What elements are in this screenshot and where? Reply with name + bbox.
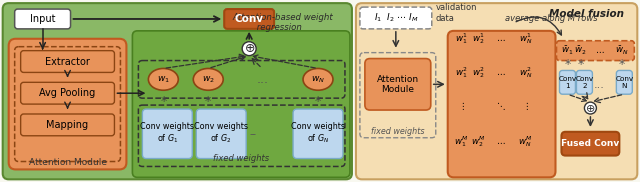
Text: $\oplus$: $\oplus$ (585, 103, 596, 114)
Text: $I_1\ \ I_2\ \cdots\ I_M$: $I_1\ \ I_2\ \cdots\ I_M$ (374, 12, 418, 24)
Text: Conv: Conv (235, 14, 264, 24)
FancyBboxPatch shape (20, 51, 115, 72)
Text: $w_N^1$: $w_N^1$ (519, 31, 532, 46)
Text: $w_N$: $w_N$ (311, 74, 325, 85)
Text: $w_1^M$: $w_1^M$ (454, 134, 469, 149)
Text: Mapping: Mapping (47, 120, 88, 130)
FancyBboxPatch shape (3, 3, 352, 179)
Text: validation
data: validation data (436, 3, 477, 23)
Text: Attention
Module: Attention Module (377, 75, 419, 94)
FancyBboxPatch shape (15, 9, 70, 29)
Text: $w_N^2$: $w_N^2$ (519, 65, 532, 80)
Circle shape (584, 102, 596, 114)
Circle shape (242, 42, 256, 56)
Text: fixed weights: fixed weights (213, 155, 269, 163)
Text: Extractor: Extractor (45, 57, 90, 67)
Text: Conv
1: Conv 1 (558, 76, 577, 89)
Text: Fused Conv: Fused Conv (561, 139, 620, 148)
FancyBboxPatch shape (20, 114, 115, 136)
Text: $w_2$: $w_2$ (202, 74, 214, 85)
Text: $w_1^1$: $w_1^1$ (455, 31, 468, 46)
FancyBboxPatch shape (360, 7, 432, 29)
FancyBboxPatch shape (356, 3, 637, 179)
Text: *: * (315, 95, 321, 108)
Text: $\cdots$: $\cdots$ (595, 46, 604, 55)
Text: Conv weights
of $G_2$: Conv weights of $G_2$ (194, 122, 248, 145)
Text: $\cdots$: $\cdots$ (496, 34, 506, 43)
Text: *: * (205, 95, 211, 108)
FancyBboxPatch shape (132, 31, 350, 177)
FancyBboxPatch shape (577, 70, 593, 94)
Text: $\bar{w}_N$: $\bar{w}_N$ (614, 44, 628, 57)
FancyBboxPatch shape (224, 9, 274, 29)
Text: $w_N^M$: $w_N^M$ (518, 134, 532, 149)
Text: $w_1$: $w_1$ (157, 74, 170, 85)
Text: Conv weights
of $G_1$: Conv weights of $G_1$ (140, 122, 195, 145)
Text: $w_1^2$: $w_1^2$ (455, 65, 468, 80)
Text: $\bar{w}_2$: $\bar{w}_2$ (574, 44, 587, 57)
Text: $\ddots$: $\ddots$ (496, 100, 506, 112)
FancyBboxPatch shape (616, 70, 632, 94)
Text: $\cdots$: $\cdots$ (496, 68, 506, 77)
Text: $\vdots$: $\vdots$ (458, 100, 465, 112)
Ellipse shape (303, 68, 333, 90)
FancyBboxPatch shape (196, 109, 246, 159)
Text: $\cdots$: $\cdots$ (496, 137, 506, 146)
Text: fixed weights: fixed weights (371, 127, 424, 136)
Text: Input: Input (30, 14, 55, 24)
Text: *: * (160, 95, 166, 108)
Text: Conv
2: Conv 2 (575, 76, 593, 89)
Text: Conv
N: Conv N (615, 76, 634, 89)
Text: average along M rows: average along M rows (505, 15, 598, 23)
FancyBboxPatch shape (20, 82, 115, 104)
Text: Attention-based weight
         regression: Attention-based weight regression (232, 13, 333, 32)
Text: Attention Module: Attention Module (29, 159, 106, 167)
Text: $w_2^2$: $w_2^2$ (472, 65, 485, 80)
Text: $\oplus$: $\oplus$ (243, 42, 255, 55)
FancyBboxPatch shape (142, 109, 192, 159)
Text: Conv weights
of $G_N$: Conv weights of $G_N$ (291, 122, 345, 145)
FancyBboxPatch shape (559, 70, 575, 94)
FancyBboxPatch shape (365, 59, 431, 110)
FancyArrowPatch shape (516, 17, 561, 35)
Ellipse shape (148, 68, 179, 90)
Text: *: * (564, 58, 571, 71)
Text: $\vdots$: $\vdots$ (522, 100, 529, 112)
Text: *: * (618, 58, 625, 71)
Text: ...: ... (256, 73, 268, 86)
Ellipse shape (193, 68, 223, 90)
Text: Model fusion: Model fusion (549, 9, 625, 19)
FancyBboxPatch shape (557, 41, 634, 61)
FancyBboxPatch shape (9, 39, 127, 169)
FancyBboxPatch shape (448, 31, 556, 177)
Text: --: -- (250, 129, 257, 139)
FancyBboxPatch shape (293, 109, 343, 159)
Text: $\bar{w}_1$: $\bar{w}_1$ (561, 44, 573, 57)
Text: ...: ... (594, 80, 605, 90)
Text: $w_2^M$: $w_2^M$ (472, 134, 486, 149)
FancyBboxPatch shape (561, 132, 620, 156)
Text: $w_2^1$: $w_2^1$ (472, 31, 485, 46)
Text: Avg Pooling: Avg Pooling (40, 88, 95, 98)
Text: *: * (577, 58, 584, 71)
